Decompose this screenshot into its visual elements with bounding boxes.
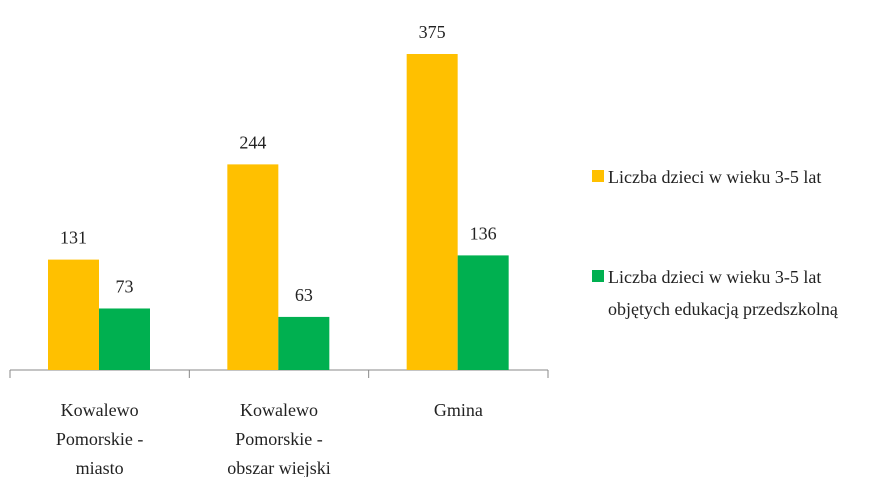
- bar: [48, 259, 99, 370]
- value-label: 375: [419, 22, 446, 42]
- bar: [227, 164, 279, 370]
- x-tick-label: Kowalewo Pomorskie - miasto: [55, 400, 144, 477]
- value-label: 63: [295, 285, 313, 305]
- x-tick-label: Kowalewo Pomorskie - obszar wiejski: [227, 400, 331, 477]
- value-label: 73: [116, 276, 134, 296]
- legend-swatch: [592, 270, 604, 282]
- value-label: 244: [239, 132, 266, 152]
- x-tick-label: Gmina: [433, 400, 483, 420]
- bar: [457, 255, 509, 370]
- bar: [406, 54, 458, 370]
- bar: [278, 316, 330, 370]
- bar: [99, 308, 150, 370]
- value-label: 136: [470, 223, 497, 243]
- legend-swatch: [592, 170, 604, 182]
- legend-label: Liczba dzieci w wieku 3-5 lat: [608, 167, 822, 187]
- value-label: 131: [60, 228, 87, 248]
- legend-label: Liczba dzieci w wieku 3-5 lat objętych e…: [608, 267, 838, 319]
